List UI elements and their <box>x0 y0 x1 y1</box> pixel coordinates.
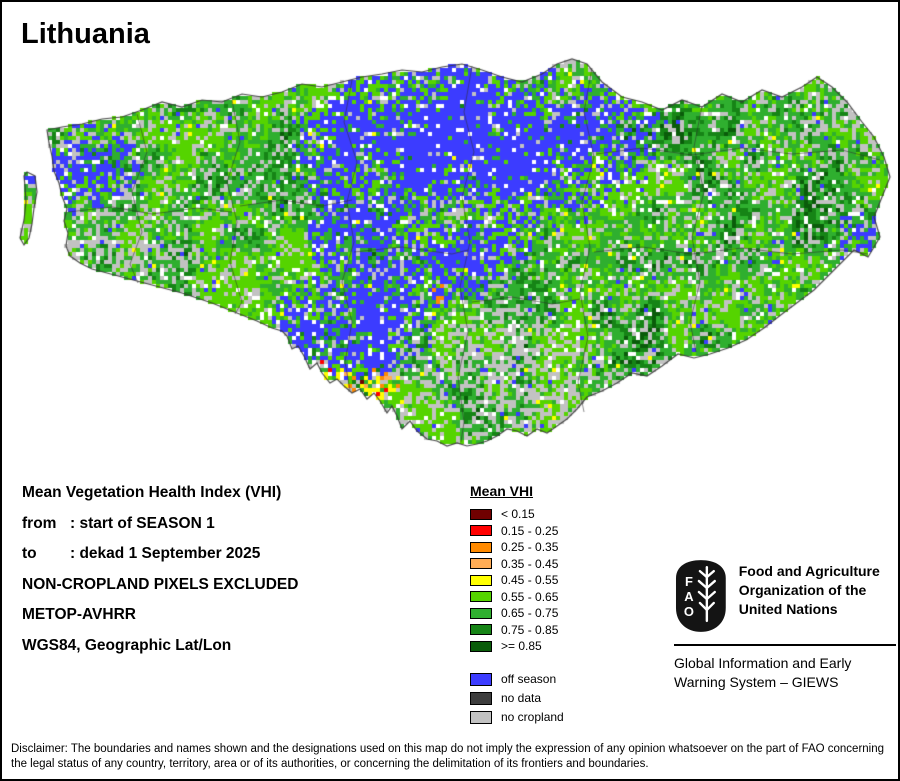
legend-extra-list: off season no data no cropland <box>470 670 564 727</box>
legend-row: 0.45 - 0.55 <box>470 572 564 589</box>
legend-label: 0.35 - 0.45 <box>501 556 559 571</box>
legend-row: 0.25 - 0.35 <box>470 539 564 556</box>
legend-label: off season <box>501 672 557 686</box>
info-heading: Mean Vegetation Health Index (VHI) <box>22 484 282 501</box>
legend-swatch <box>470 558 492 570</box>
fao-letter-o: O <box>684 604 694 619</box>
legend-row: 0.75 - 0.85 <box>470 622 564 639</box>
legend-row: < 0.15 <box>470 506 564 523</box>
info-to-label: to <box>22 545 37 562</box>
legend-swatch <box>470 672 492 686</box>
page-title: Lithuania <box>21 18 150 50</box>
info-sensor: METOP-AVHRR <box>22 606 136 623</box>
legend-swatch <box>470 525 492 537</box>
legend-label: 0.45 - 0.55 <box>501 573 559 588</box>
legend-row: 0.55 - 0.65 <box>470 589 564 606</box>
legend-label: no data <box>501 691 542 705</box>
legend-row: no cropland <box>470 708 564 727</box>
legend-row: off season <box>470 670 564 689</box>
legend-title: Mean VHI <box>470 483 534 499</box>
legend-row: no data <box>470 689 564 708</box>
vhi-map <box>12 55 896 455</box>
legend-swatch <box>470 607 492 619</box>
legend-swatch <box>470 591 492 603</box>
legend-label: 0.25 - 0.35 <box>501 540 559 555</box>
disclaimer-text: Disclaimer: The boundaries and names sho… <box>11 743 885 770</box>
info-from-label: from <box>22 514 57 532</box>
giews-name: Global Information and Early Warning Sys… <box>674 655 852 690</box>
legend-label: 0.75 - 0.85 <box>501 622 559 637</box>
legend-swatch <box>470 574 492 586</box>
legend-row: 0.65 - 0.75 <box>470 605 564 622</box>
legend-row: 0.15 - 0.25 <box>470 523 564 540</box>
legend-swatch <box>470 624 492 636</box>
info-excluded: NON-CROPLAND PIXELS EXCLUDED <box>22 575 299 593</box>
legend-swatch <box>470 541 492 553</box>
legend-label: < 0.15 <box>501 507 535 522</box>
legend-label: 0.65 - 0.75 <box>501 606 559 621</box>
legend: Mean VHI < 0.15 0.15 - 0.25 0.25 - 0.35 0.3… <box>470 483 564 727</box>
fao-letter-f: F <box>685 574 693 589</box>
info-to: to : dekad 1 September 2025 <box>22 545 298 576</box>
legend-row: >= 0.85 <box>470 638 564 655</box>
info-projection: WGS84, Geographic Lat/Lon <box>22 636 232 654</box>
legend-swatch <box>470 508 492 520</box>
info-from-value: : start of SEASON 1 <box>70 514 215 532</box>
map-info-block: Mean Vegetation Health Index (VHI) from … <box>22 484 298 667</box>
legend-swatch <box>470 710 492 724</box>
fao-logo-icon: F A O <box>675 560 726 632</box>
info-from: from : start of SEASON 1 <box>22 515 298 546</box>
legend-label: 0.55 - 0.65 <box>501 589 559 604</box>
legend-class-list: < 0.15 0.15 - 0.25 0.25 - 0.35 0.35 - 0.45 0… <box>470 506 564 655</box>
legend-label: 0.15 - 0.25 <box>501 523 559 538</box>
fao-block: F A O Food and Agriculture Organization … <box>674 559 896 692</box>
legend-swatch <box>470 640 492 652</box>
fao-divider <box>674 644 896 646</box>
legend-label: no cropland <box>501 710 564 724</box>
legend-swatch <box>470 691 492 705</box>
fao-name: Food and Agriculture Organization of the… <box>738 563 880 617</box>
info-to-value: : dekad 1 September 2025 <box>70 545 261 562</box>
legend-row: 0.35 - 0.45 <box>470 556 564 573</box>
legend-label: >= 0.85 <box>501 639 542 654</box>
fao-letter-a: A <box>684 589 693 604</box>
